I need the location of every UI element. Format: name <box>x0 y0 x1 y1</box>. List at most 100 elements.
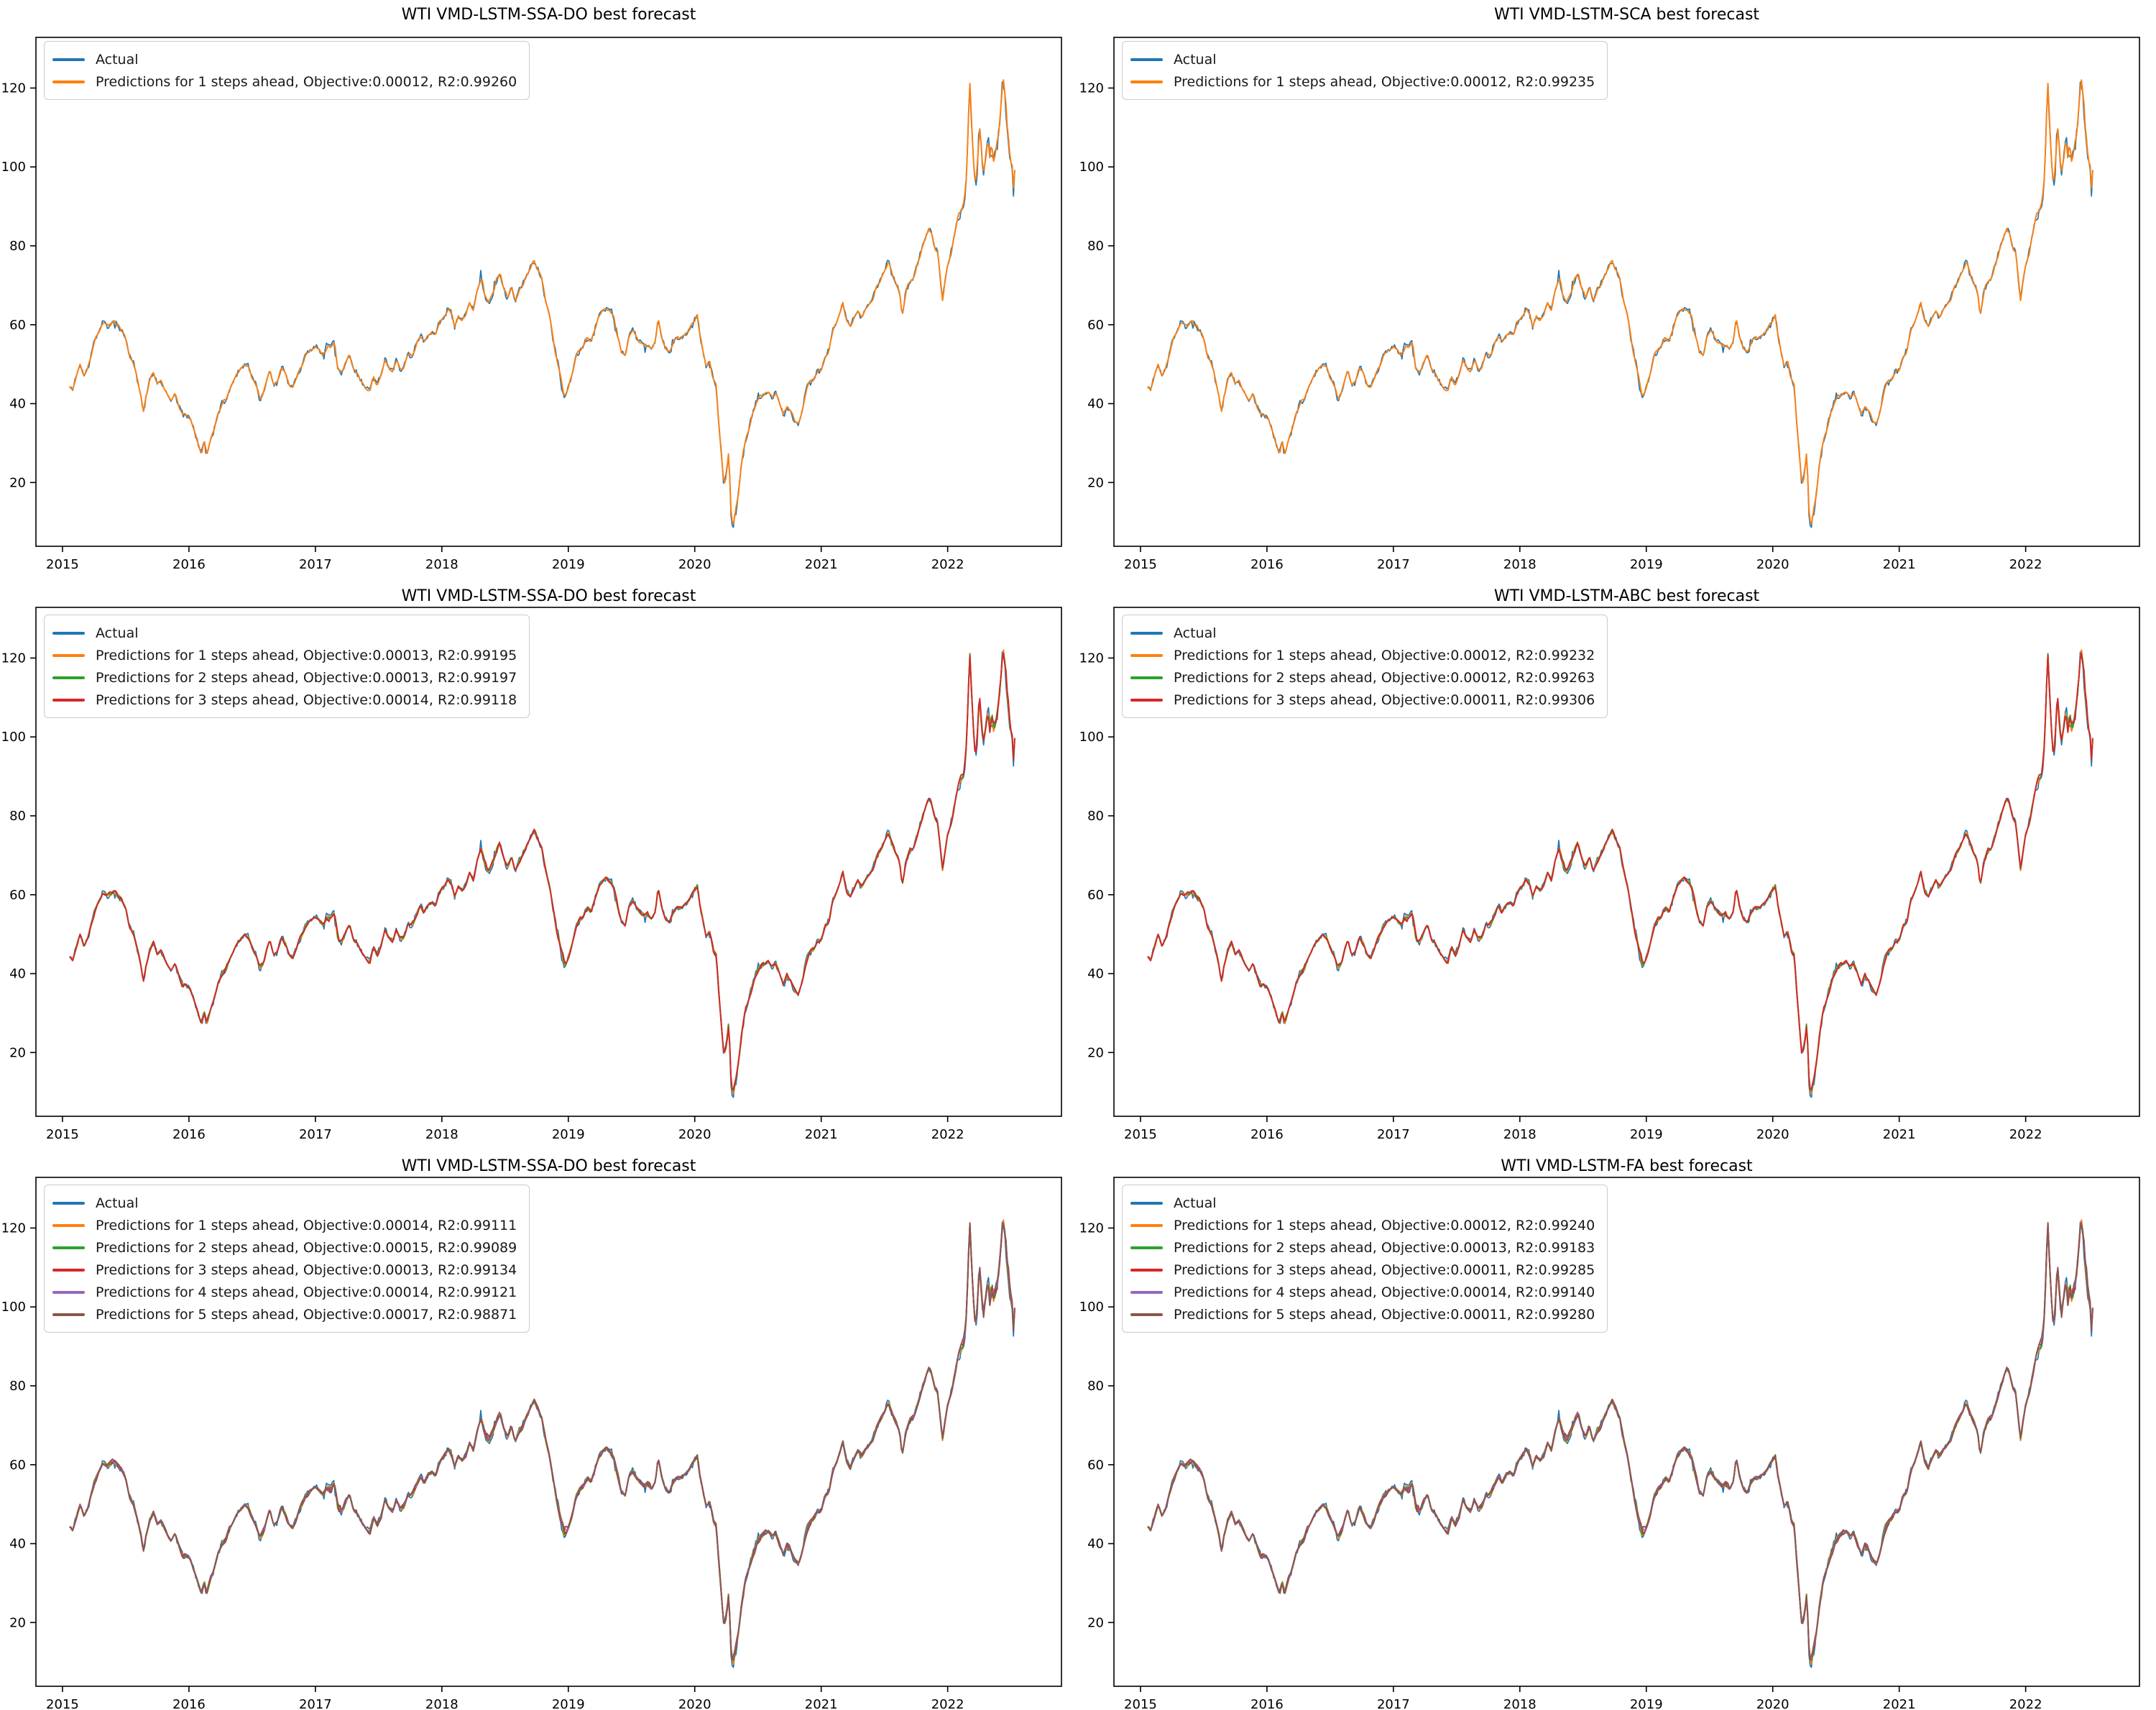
chart-title: WTI VMD-LSTM-SSA-DO best forecast <box>401 587 696 605</box>
legend-item: Predictions for 1 steps ahead, Objective… <box>52 644 517 666</box>
legend-line-swatch <box>52 1246 85 1249</box>
y-tick-label: 60 <box>9 318 26 333</box>
x-tick-label: 2018 <box>1503 557 1537 570</box>
legend-item: Predictions for 2 steps ahead, Objective… <box>1130 1236 1595 1259</box>
x-tick-label: 2017 <box>299 1127 332 1140</box>
legend-label: Predictions for 5 steps ahead, Objective… <box>1174 1306 1595 1323</box>
series-lines <box>1147 649 2093 1098</box>
y-tick-label: 120 <box>1079 651 1104 666</box>
y-tick-label: 60 <box>9 1458 26 1473</box>
legend-label: Predictions for 2 steps ahead, Objective… <box>1174 1239 1595 1256</box>
x-tick-label: 2020 <box>1756 1127 1789 1140</box>
series-line-actual <box>1147 651 2093 1098</box>
legend-item: Actual <box>1130 622 1595 644</box>
y-tick-label: 120 <box>1079 1221 1104 1236</box>
x-tick-label: 2022 <box>931 1697 964 1710</box>
x-tick-label: 2021 <box>1883 1697 1916 1710</box>
y-tick-label: 20 <box>1087 1045 1104 1060</box>
y-tick-label: 20 <box>9 1615 26 1630</box>
x-tick-label: 2022 <box>931 557 964 570</box>
x-axis: 2015 2016 2017 2018 2019 2020 2021 2022 <box>1124 1686 2042 1710</box>
subplot-sca-1step: WTI VMD-LSTM-SCA best forecast 20 40 60 80 1… <box>1078 0 2156 570</box>
y-tick-label: 80 <box>1087 1379 1104 1394</box>
legend-box: Actual Predictions for 1 steps ahead, Obj… <box>1122 41 1608 100</box>
x-tick-label: 2017 <box>299 557 332 570</box>
series-line-pred-1 <box>1147 79 2093 525</box>
y-tick-label: 100 <box>1 730 26 745</box>
x-tick-label: 2018 <box>425 1697 459 1710</box>
x-tick-label: 2016 <box>1250 557 1284 570</box>
legend-line-swatch <box>52 631 85 635</box>
legend-label: Predictions for 3 steps ahead, Objective… <box>1174 691 1595 708</box>
y-tick-label: 20 <box>9 1045 26 1060</box>
y-tick-label: 20 <box>1087 1615 1104 1630</box>
x-tick-label: 2021 <box>805 1127 838 1140</box>
y-tick-label: 80 <box>9 809 26 824</box>
subplot-ssa-do-3step: WTI VMD-LSTM-SSA-DO best forecast 20 40 60… <box>0 570 1078 1140</box>
x-tick-label: 2018 <box>425 557 459 570</box>
y-axis: 20 40 60 80 100 120 <box>1 81 36 490</box>
series-line-pred-3 <box>69 652 1015 1090</box>
plot-border <box>35 607 1062 1117</box>
legend-item: Actual <box>1130 48 1595 70</box>
plot-border <box>35 37 1062 547</box>
legend-item: Predictions for 1 steps ahead, Objective… <box>52 1214 517 1236</box>
series-line-pred-1 <box>69 79 1015 525</box>
legend-box: Actual Predictions for 1 steps ahead, Obj… <box>1122 615 1608 718</box>
legend-line-swatch <box>1130 631 1163 635</box>
y-axis: 20 40 60 80 100 120 <box>1079 651 1114 1060</box>
y-tick-label: 60 <box>1087 1458 1104 1473</box>
series-line-pred-5 <box>69 1222 1015 1658</box>
legend-item: Predictions for 1 steps ahead, Objective… <box>52 70 517 93</box>
legend-item: Actual <box>52 622 517 644</box>
y-tick-label: 60 <box>1087 888 1104 903</box>
chart-title: WTI VMD-LSTM-ABC best forecast <box>1493 587 1760 605</box>
x-tick-label: 2021 <box>1883 557 1916 570</box>
legend-label: Actual <box>1174 625 1217 641</box>
legend-line-swatch <box>1130 1313 1163 1316</box>
x-tick-label: 2018 <box>1503 1697 1537 1710</box>
series-line-pred-3 <box>1147 652 2093 1090</box>
series-line-actual <box>69 81 1015 528</box>
y-axis: 20 40 60 80 100 120 <box>1079 1221 1114 1630</box>
legend-line-swatch <box>1130 80 1163 83</box>
legend-line-swatch <box>52 1313 85 1316</box>
legend-item: Predictions for 3 steps ahead, Objective… <box>1130 1259 1595 1281</box>
x-tick-label: 2017 <box>1377 1127 1410 1140</box>
legend-label: Predictions for 2 steps ahead, Objective… <box>96 669 517 686</box>
legend-item: Predictions for 2 steps ahead, Objective… <box>52 666 517 689</box>
plot-border <box>1113 607 2140 1117</box>
y-tick-label: 120 <box>1079 81 1104 96</box>
y-tick-label: 40 <box>9 967 26 982</box>
x-tick-label: 2020 <box>1756 557 1789 570</box>
y-tick-label: 80 <box>1087 809 1104 824</box>
legend-item: Predictions for 2 steps ahead, Objective… <box>1130 666 1595 689</box>
legend-label: Predictions for 1 steps ahead, Objective… <box>1174 647 1595 663</box>
legend-item: Predictions for 1 steps ahead, Objective… <box>1130 1214 1595 1236</box>
x-tick-label: 2019 <box>1630 1697 1663 1710</box>
legend-line-swatch <box>52 80 85 83</box>
legend-label: Predictions for 1 steps ahead, Objective… <box>1174 1217 1595 1233</box>
x-axis: 2015 2016 2017 2018 2019 2020 2021 2022 <box>46 546 964 570</box>
legend-line-swatch <box>1130 1223 1163 1227</box>
legend-label: Predictions for 3 steps ahead, Objective… <box>1174 1261 1595 1278</box>
legend-line-swatch <box>1130 698 1163 702</box>
x-tick-label: 2018 <box>1503 1127 1537 1140</box>
legend-item: Predictions for 5 steps ahead, Objective… <box>1130 1303 1595 1325</box>
legend-label: Actual <box>96 51 139 68</box>
legend-label: Actual <box>1174 1195 1217 1211</box>
y-tick-label: 120 <box>1 81 26 96</box>
y-axis: 20 40 60 80 100 120 <box>1079 81 1114 490</box>
legend-label: Predictions for 1 steps ahead, Objective… <box>96 73 517 90</box>
y-tick-label: 40 <box>1087 397 1104 412</box>
legend-line-swatch <box>1130 58 1163 61</box>
legend-line-swatch <box>1130 1268 1163 1272</box>
series-line-pred-2 <box>1147 653 2093 1092</box>
legend-line-swatch <box>1130 653 1163 657</box>
x-tick-label: 2019 <box>552 1697 585 1710</box>
x-tick-label: 2015 <box>1124 557 1157 570</box>
legend-line-swatch <box>52 1268 85 1272</box>
